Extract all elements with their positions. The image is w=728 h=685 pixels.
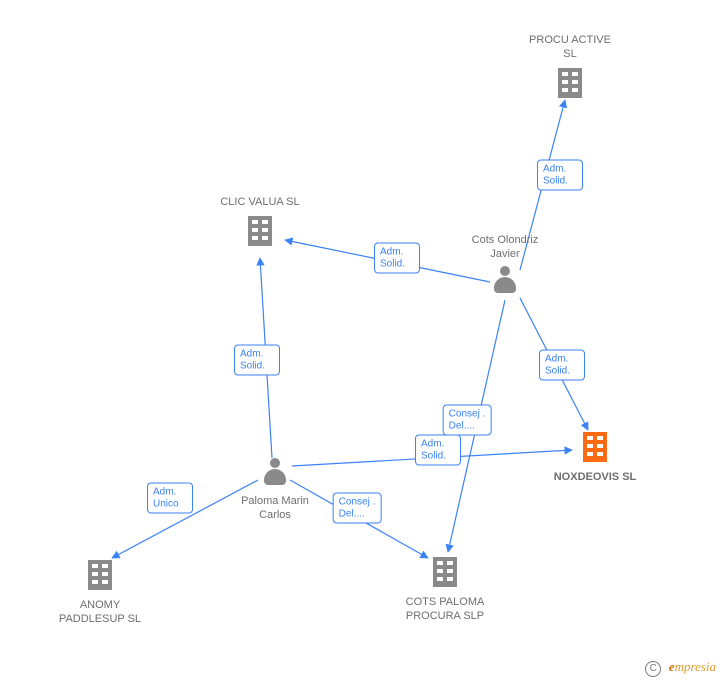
building-icon [581,430,609,462]
node-label: Cots Olondriz Javier [460,234,550,262]
edge-label: Consej . Del.... [443,405,492,436]
node-label: CLIC VALUA SL [215,196,305,210]
edge-label: Adm. Solid. [537,160,583,191]
brand-text: empresia [669,659,716,674]
node-label: PROCU ACTIVE SL [525,34,615,62]
building-icon [431,555,459,587]
copyright-icon: C [645,661,661,677]
node-cots-olondriz-javier[interactable]: Cots Olondriz Javier [460,230,550,298]
node-anomy-paddlesup[interactable]: ANOMY PADDLESUP SL [55,558,145,626]
edge-label: Consej . Del.... [333,493,382,524]
watermark: C empresia [645,659,716,677]
node-paloma-marin-carlos[interactable]: Paloma Marin Carlos [230,458,320,522]
node-label: NOXDEOVIS SL [550,471,640,485]
node-noxdeovis[interactable]: NOXDEOVIS SL [550,430,640,485]
person-icon [262,458,288,486]
edge-label: Adm. Solid. [374,243,420,274]
building-icon [246,214,274,246]
node-clic-valua[interactable]: CLIC VALUA SL [215,192,305,251]
node-procu-active[interactable]: PROCU ACTIVE SL [525,30,615,102]
node-cots-paloma-procura[interactable]: COTS PALOMA PROCURA SLP [400,555,490,623]
person-icon [492,266,518,294]
building-icon [556,66,584,98]
edge-label: Adm. Solid. [415,435,461,466]
node-label: Paloma Marin Carlos [230,495,320,523]
edge-label: Adm. Solid. [539,350,585,381]
edge-label: Adm. Unico [147,483,193,514]
node-label: ANOMY PADDLESUP SL [55,599,145,627]
edge-label: Adm. Solid. [234,345,280,376]
building-icon [86,558,114,590]
node-label: COTS PALOMA PROCURA SLP [400,596,490,624]
